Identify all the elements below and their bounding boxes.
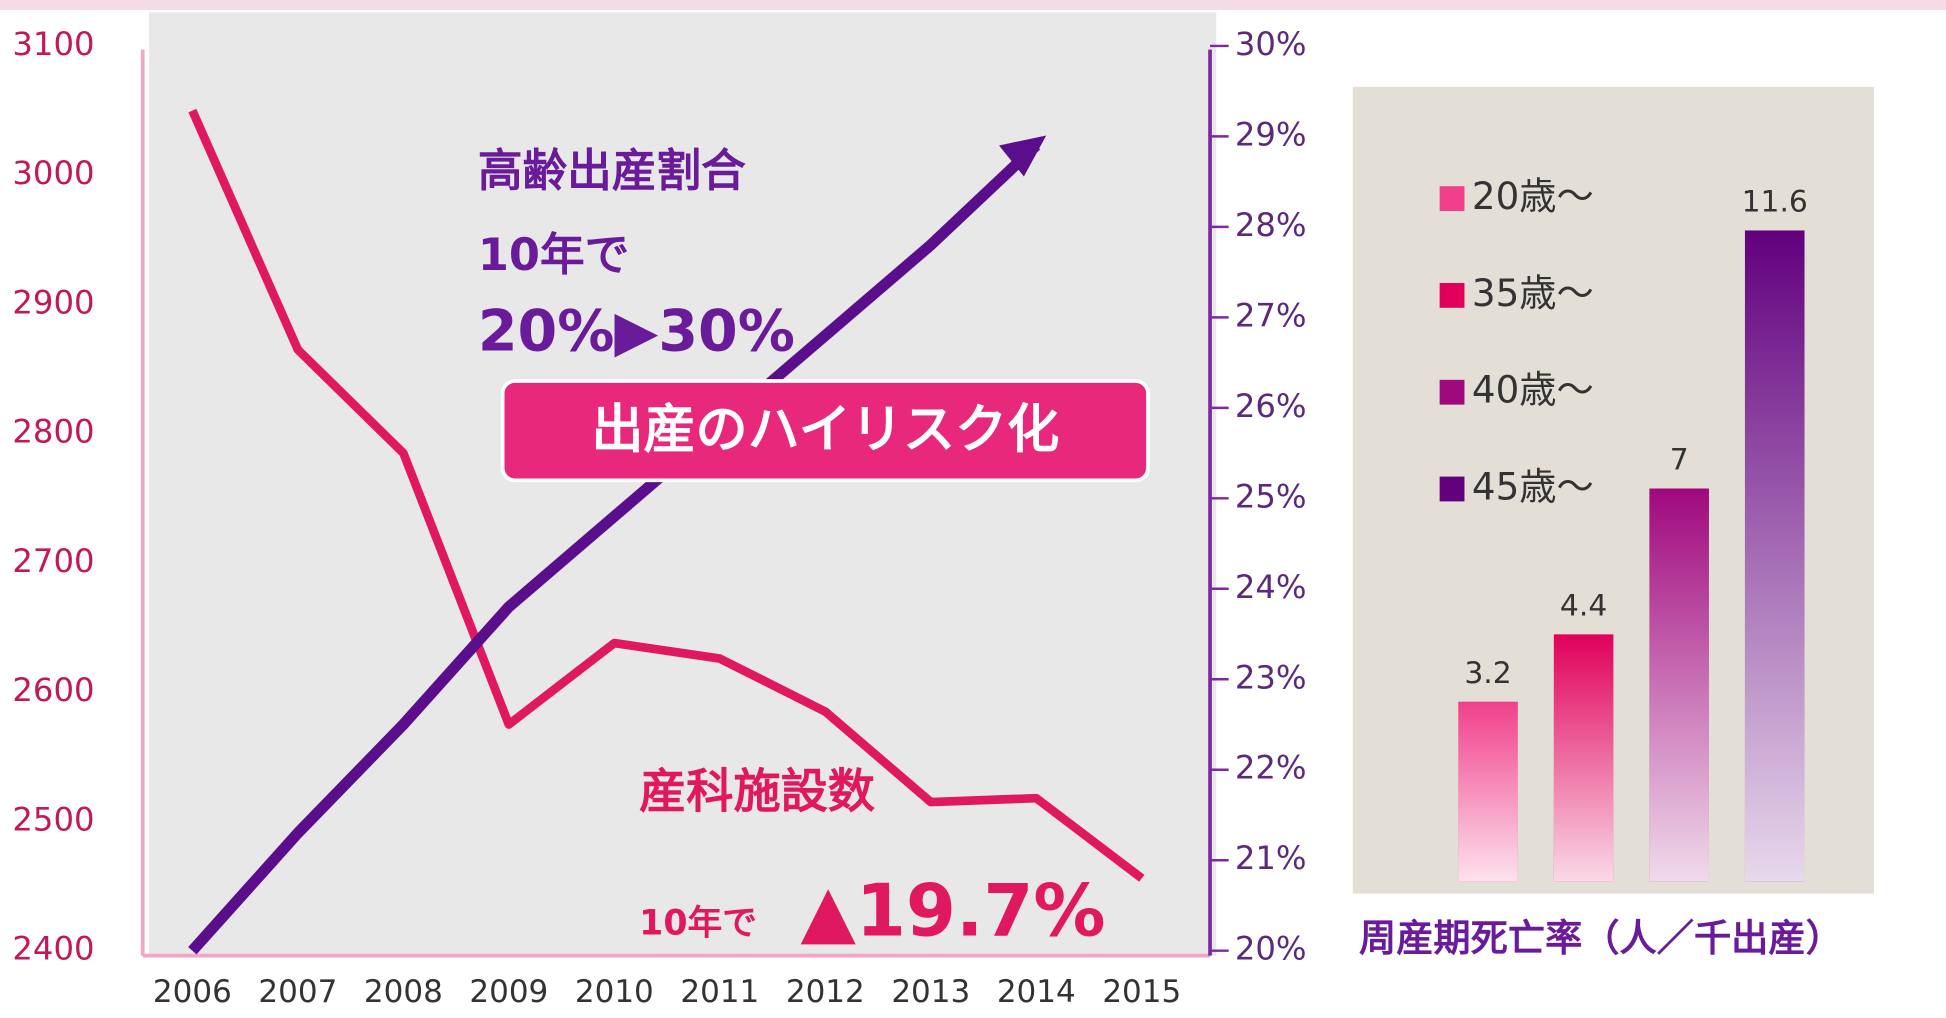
y-tick-label: 2900 [12, 283, 94, 321]
y2-tick-label: 22% [1235, 749, 1307, 787]
x-tick-label: 2008 [364, 974, 443, 1010]
y-tick-label: 2400 [12, 930, 94, 968]
y2-tick-label: 29% [1235, 115, 1307, 153]
bar-fade [1649, 488, 1709, 882]
x-tick-label: 2014 [997, 974, 1076, 1010]
y2-tick-label: 24% [1235, 568, 1307, 606]
arrow-head [999, 135, 1047, 177]
y2-tick-label: 20% [1235, 930, 1307, 968]
legend-label: 40歳〜 [1472, 368, 1594, 412]
legend-label: 20歳〜 [1472, 174, 1594, 218]
series-label: 高齢出産割合 [478, 145, 746, 197]
legend-swatch [1439, 186, 1465, 212]
value-label: 11.6 [1742, 185, 1808, 220]
callout-box [500, 379, 1150, 483]
value-label: 4.4 [1560, 589, 1607, 624]
y2-tick-label: 23% [1235, 658, 1307, 696]
bar-fade [1744, 230, 1805, 882]
bar-fade [1458, 701, 1518, 882]
line-series [188, 141, 1041, 955]
y2-tick-label: 30% [1235, 25, 1307, 63]
legend-swatch [1439, 476, 1465, 502]
value-label: 3.2 [1464, 656, 1511, 691]
x-tick-label: 2013 [891, 974, 970, 1010]
y2-tick-label: 21% [1235, 839, 1307, 877]
y-tick-label: 2800 [12, 413, 94, 451]
y2-tick-label: 27% [1235, 296, 1307, 334]
x-tick-label: 2007 [258, 974, 337, 1010]
legend-label: 35歳〜 [1472, 271, 1594, 315]
y-tick-label: 3100 [12, 25, 94, 63]
y-tick-label: 2600 [12, 671, 94, 709]
annotation: 20%▶30% [478, 299, 795, 365]
top-bar [0, 0, 1946, 10]
annotation: 10年で [478, 229, 629, 281]
bar-fade [1553, 634, 1614, 882]
x-tick-label: 2010 [575, 974, 654, 1010]
chart-title: 周産期死亡率（人／千出産） [1359, 916, 1843, 960]
callout-text: 出産のハイリスク化 [591, 400, 1059, 460]
y2-tick-label: 25% [1235, 477, 1307, 515]
legend-swatch [1439, 379, 1465, 405]
x-tick-label: 2012 [786, 974, 865, 1010]
annotation: 10年で [639, 904, 757, 944]
legend-label: 45歳〜 [1472, 465, 1594, 509]
y-tick-label: 2700 [12, 542, 94, 580]
value-label: 7 [1670, 443, 1689, 478]
x-tick-label: 2006 [153, 974, 232, 1010]
y2-tick-label: 26% [1235, 387, 1307, 425]
line-series [188, 108, 1145, 882]
x-tick-label: 2015 [1102, 974, 1181, 1010]
series-label: 産科施設数 [639, 764, 876, 819]
annotation: ▲19.7% [800, 868, 1105, 952]
y2-tick-label: 28% [1235, 206, 1307, 244]
y-tick-label: 2500 [12, 800, 94, 838]
legend-swatch [1439, 282, 1465, 308]
x-tick-label: 2009 [469, 974, 548, 1010]
x-tick-label: 2011 [680, 974, 759, 1010]
y-tick-label: 3000 [12, 154, 94, 192]
